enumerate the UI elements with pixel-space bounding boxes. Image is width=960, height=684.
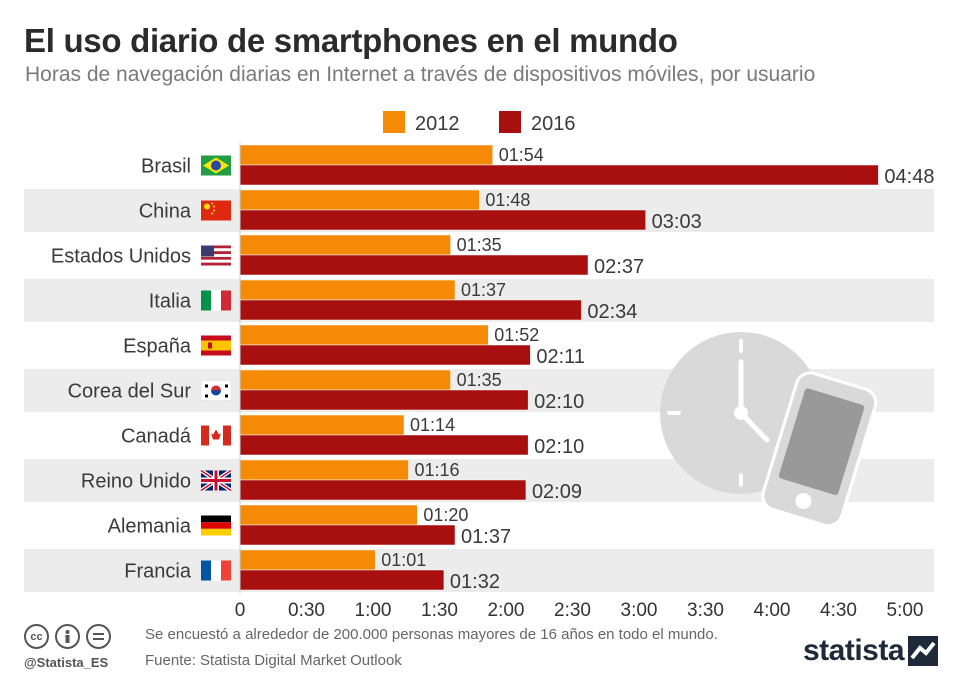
data-label-2012: 01:37 xyxy=(461,280,506,300)
x-tick-label: 5:00 xyxy=(887,600,924,621)
data-label-2016: 04:48 xyxy=(884,166,934,188)
bar-2012 xyxy=(239,234,451,256)
bar-2012 xyxy=(239,549,376,571)
brand-name: statista xyxy=(803,634,905,667)
x-tick-label: 1:30 xyxy=(421,600,458,621)
chart-illustration xyxy=(660,332,878,528)
category-labels: Brasil China Estados Unidos Italia España Cor… xyxy=(51,155,233,583)
bar-2016 xyxy=(239,389,529,411)
flag-usa-icon xyxy=(201,245,231,266)
x-tick-label: 4:00 xyxy=(754,600,791,621)
x-tick-label: 0 xyxy=(235,600,246,621)
bar-2016 xyxy=(239,524,456,546)
by-icon xyxy=(55,624,80,649)
flag-uk-icon xyxy=(199,468,233,493)
category-label: Alemania xyxy=(108,516,192,538)
data-label-2012: 01:14 xyxy=(410,415,455,435)
license-icons: cc xyxy=(24,624,111,649)
bar-2012 xyxy=(239,189,480,211)
data-label-2016: 02:10 xyxy=(534,391,584,413)
flag-france-icon xyxy=(201,560,231,581)
legend-swatch xyxy=(499,111,521,133)
chart-bars: 01:54 04:48 01:48 03:03 01:35 02:37 01:37 02:34… xyxy=(239,144,934,593)
data-label-2016: 02:09 xyxy=(532,481,582,503)
flag-south-korea-icon xyxy=(200,380,232,401)
data-label-2012: 01:20 xyxy=(423,505,468,525)
cc-icon: cc xyxy=(24,624,49,649)
category-label: Corea del Sur xyxy=(68,381,192,403)
bar-2012 xyxy=(239,504,418,526)
data-label-2012: 01:52 xyxy=(494,325,539,345)
category-label: Francia xyxy=(124,561,192,583)
data-label-2012: 01:54 xyxy=(499,145,544,165)
flag-germany-icon xyxy=(201,515,231,536)
data-label-2016: 02:34 xyxy=(587,301,637,323)
bar-2012 xyxy=(239,144,493,166)
x-tick-label: 4:30 xyxy=(820,600,857,621)
x-tick-label: 2:30 xyxy=(554,600,591,621)
flag-brazil-icon xyxy=(201,155,231,176)
category-label: Estados Unidos xyxy=(51,246,191,268)
x-tick-label: 3:00 xyxy=(621,600,658,621)
footer-source: Fuente: Statista Digital Market Outlook xyxy=(145,652,402,669)
data-label-2016: 01:32 xyxy=(450,571,500,593)
category-label: Brasil xyxy=(141,156,191,178)
bar-2012 xyxy=(239,414,405,436)
x-axis: 0 0:30 1:00 1:30 2:00 2:30 3:00 3:30 4:00 4:30 5:0… xyxy=(235,143,924,621)
data-label-2016: 02:37 xyxy=(594,256,644,278)
nd-icon xyxy=(86,624,111,649)
data-label-2016: 03:03 xyxy=(652,211,702,233)
legend-swatch xyxy=(383,111,405,133)
legend-label: 2016 xyxy=(531,113,576,135)
data-label-2012: 01:35 xyxy=(457,235,502,255)
category-label: Italia xyxy=(149,291,192,313)
bar-2016 xyxy=(239,479,527,501)
data-label-2012: 01:16 xyxy=(414,460,459,480)
data-label-2016: 01:37 xyxy=(461,526,511,548)
data-label-2012: 01:01 xyxy=(381,550,426,570)
page-subtitle: Horas de navegación diarias en Internet … xyxy=(25,63,816,86)
footer-note: Se encuestó a alrededor de 200.000 perso… xyxy=(145,626,718,643)
category-label: Reino Unido xyxy=(81,471,191,493)
flag-spain-icon xyxy=(201,335,231,356)
bar-2016 xyxy=(239,344,531,366)
social-handle[interactable]: @Statista_ES xyxy=(24,655,109,670)
x-tick-label: 0:30 xyxy=(288,600,325,621)
data-label-2012: 01:48 xyxy=(485,190,530,210)
bar-2012 xyxy=(239,279,456,301)
page-title: El uso diario de smartphones en el mundo xyxy=(24,22,678,59)
bar-2016 xyxy=(239,209,646,231)
bar-2012 xyxy=(239,369,451,391)
bar-2012 xyxy=(239,324,489,346)
bar-2012 xyxy=(239,459,409,481)
row-stripe xyxy=(24,549,934,592)
category-label: España xyxy=(123,336,192,358)
bar-chart: 2012 2016 01:5404:4801:4803:0301:3502:370… xyxy=(24,111,934,621)
data-label-2012: 01:35 xyxy=(457,370,502,390)
x-tick-label: 2:00 xyxy=(488,600,525,621)
flag-canada-icon xyxy=(201,425,231,446)
data-label-2016: 02:11 xyxy=(536,346,585,368)
chart-legend: 2012 2016 xyxy=(383,111,576,135)
bar-2016 xyxy=(239,569,445,591)
legend-label: 2012 xyxy=(415,113,460,135)
smartphone-icon xyxy=(761,371,878,528)
bar-2016 xyxy=(239,254,589,276)
flag-china-icon xyxy=(201,200,231,221)
x-tick-label: 3:30 xyxy=(687,600,724,621)
x-tick-label: 1:00 xyxy=(355,600,392,621)
category-label: China xyxy=(139,201,192,223)
statista-logo-icon xyxy=(908,636,939,666)
category-label: Canadá xyxy=(121,426,192,448)
statista-logo[interactable]: statista xyxy=(803,634,939,668)
bar-2016 xyxy=(239,164,879,186)
bar-2016 xyxy=(239,299,582,321)
flag-italy-icon xyxy=(201,290,231,311)
data-label-2016: 02:10 xyxy=(534,436,584,458)
bar-2016 xyxy=(239,434,529,456)
